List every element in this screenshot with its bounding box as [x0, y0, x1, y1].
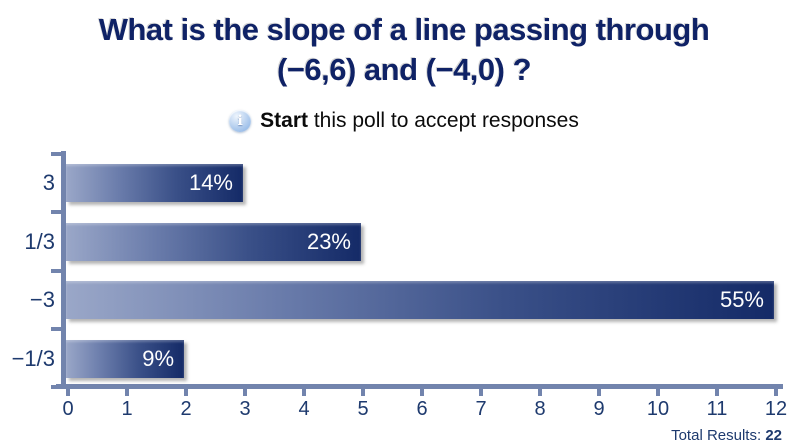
x-axis-tick-label: 0: [62, 398, 74, 420]
total-results-label: Total Results:: [671, 427, 766, 444]
poll-status-text: Start this poll to accept responses: [260, 109, 579, 133]
info-icon: i: [229, 110, 252, 132]
y-category-label: −3: [29, 287, 55, 312]
bar-percent-label: 23%: [306, 229, 351, 254]
start-keyword: Start: [260, 109, 309, 132]
bar-answer-neg3: 55%: [66, 281, 774, 319]
y-category-label: −1/3: [11, 346, 55, 371]
bar-percent-label: 55%: [719, 287, 764, 312]
x-axis-tick-label: 10: [646, 398, 670, 420]
y-category-label: 3: [42, 170, 55, 195]
x-axis-tick-label: 2: [180, 398, 192, 420]
y-category-label: 1/3: [24, 229, 55, 254]
plot-area: 14% 23% 55% 9%: [66, 152, 774, 384]
y-axis-line: [61, 151, 66, 389]
poll-status-row: i Start this poll to accept responses: [0, 104, 808, 138]
bar-answer-neg1-3: 9%: [66, 340, 184, 378]
bar-answer-1-3: 23%: [66, 223, 361, 261]
y-axis-tick: [51, 210, 61, 214]
x-axis-tick-label: 8: [534, 398, 546, 420]
y-axis-tick: [51, 327, 61, 331]
x-axis-tick-label: 7: [475, 398, 487, 420]
y-axis-tick: [51, 152, 61, 156]
x-axis-tick: [66, 389, 70, 396]
x-axis-tick-label: 1: [121, 398, 133, 420]
x-axis-tick-label: 6: [416, 398, 428, 420]
total-results: Total Results: 22: [671, 427, 782, 444]
x-axis-tick: [420, 389, 424, 396]
y-axis-tick: [51, 269, 61, 273]
bar-percent-label: 9%: [142, 346, 174, 371]
x-axis-tick: [538, 389, 542, 396]
x-axis-tick: [243, 389, 247, 396]
x-axis-tick-label: 5: [357, 398, 369, 420]
x-axis-tick-label: 3: [239, 398, 251, 420]
bar-answer-3: 14%: [66, 164, 243, 202]
poll-question-line-2: (−6,6) and (−4,0) ?: [276, 52, 532, 87]
x-axis-tick: [774, 389, 778, 396]
y-axis-tick: [51, 385, 61, 389]
poll-question-line-1: What is the slope of a line passing thro…: [98, 12, 710, 47]
x-axis-tick: [656, 389, 660, 396]
x-axis-tick-label: 12: [764, 398, 788, 420]
x-axis-tick-label: 9: [593, 398, 605, 420]
x-axis-tick: [125, 389, 129, 396]
total-results-value: 22: [765, 427, 782, 444]
x-axis-tick-label: 11: [706, 398, 728, 420]
x-axis-tick: [184, 389, 188, 396]
x-axis-line: [56, 384, 783, 389]
x-axis-tick: [597, 389, 601, 396]
x-axis-tick: [361, 389, 365, 396]
x-axis-tick: [302, 389, 306, 396]
x-axis-tick: [715, 389, 719, 396]
x-axis-tick: [479, 389, 483, 396]
bar-percent-label: 14%: [188, 170, 233, 195]
x-axis-tick-label: 4: [298, 398, 310, 420]
poll-status-rest: this poll to accept responses: [308, 109, 579, 132]
